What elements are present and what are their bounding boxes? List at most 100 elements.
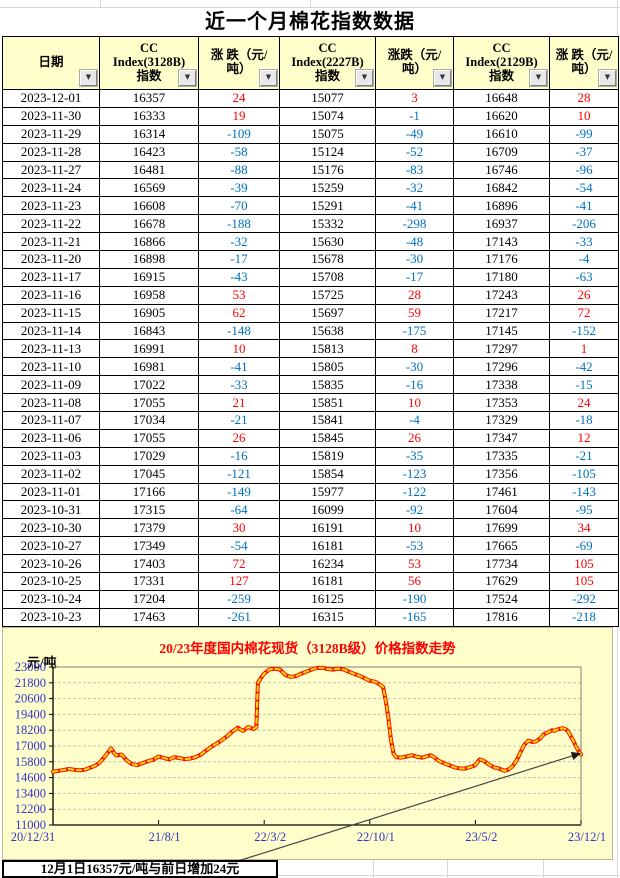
- date-cell[interactable]: 2023-11-17: [2, 267, 100, 287]
- change-cell[interactable]: 105: [549, 554, 619, 574]
- change-cell[interactable]: -92: [375, 500, 454, 520]
- change-cell[interactable]: -1: [375, 106, 454, 126]
- change-cell[interactable]: -190: [375, 589, 454, 609]
- date-cell[interactable]: 2023-11-14: [2, 321, 100, 341]
- change-cell[interactable]: -18: [549, 411, 619, 430]
- change-cell[interactable]: -53: [375, 536, 454, 556]
- change-cell[interactable]: 28: [549, 89, 619, 108]
- change-cell[interactable]: 28: [375, 285, 454, 305]
- change-cell[interactable]: -122: [375, 482, 454, 502]
- index-cell[interactable]: 17166: [99, 482, 199, 502]
- index-cell[interactable]: 17699: [453, 518, 550, 538]
- date-cell[interactable]: 2023-11-24: [2, 178, 100, 198]
- index-cell[interactable]: 16981: [99, 357, 199, 377]
- index-cell[interactable]: 15077: [279, 89, 376, 108]
- change-cell[interactable]: -49: [375, 124, 454, 144]
- index-cell[interactable]: 16678: [99, 214, 199, 234]
- index-cell[interactable]: 17029: [99, 446, 199, 466]
- change-cell[interactable]: -21: [198, 411, 280, 430]
- change-cell[interactable]: 1: [549, 339, 619, 359]
- index-cell[interactable]: 15708: [279, 267, 376, 287]
- date-cell[interactable]: 2023-11-29: [2, 124, 100, 144]
- index-cell[interactable]: 16481: [99, 160, 199, 180]
- index-cell[interactable]: 17034: [99, 411, 199, 430]
- index-cell[interactable]: 17331: [99, 572, 199, 591]
- change-cell[interactable]: -99: [549, 124, 619, 144]
- index-cell[interactable]: 17403: [99, 554, 199, 574]
- date-cell[interactable]: 2023-12-01: [2, 89, 100, 108]
- change-cell[interactable]: -15: [549, 375, 619, 395]
- index-cell[interactable]: 17243: [453, 285, 550, 305]
- index-cell[interactable]: 17329: [453, 411, 550, 430]
- change-cell[interactable]: 53: [375, 554, 454, 574]
- date-cell[interactable]: 2023-10-30: [2, 518, 100, 538]
- date-cell[interactable]: 2023-11-10: [2, 357, 100, 377]
- index-cell[interactable]: 17045: [99, 464, 199, 484]
- change-cell[interactable]: 105: [549, 572, 619, 591]
- index-cell[interactable]: 15977: [279, 482, 376, 502]
- change-cell[interactable]: -58: [198, 142, 280, 162]
- change-cell[interactable]: 10: [375, 393, 454, 413]
- change-cell[interactable]: -165: [375, 607, 454, 627]
- index-cell[interactable]: 15075: [279, 124, 376, 144]
- date-cell[interactable]: 2023-11-16: [2, 285, 100, 305]
- change-cell[interactable]: -21: [549, 446, 619, 466]
- change-cell[interactable]: -17: [198, 250, 280, 269]
- date-cell[interactable]: 2023-11-09: [2, 375, 100, 395]
- change-cell[interactable]: -69: [549, 536, 619, 556]
- date-cell[interactable]: 2023-11-02: [2, 464, 100, 484]
- change-cell[interactable]: -149: [198, 482, 280, 502]
- index-cell[interactable]: 17356: [453, 464, 550, 484]
- date-cell[interactable]: 2023-11-01: [2, 482, 100, 502]
- index-cell[interactable]: 16099: [279, 500, 376, 520]
- index-cell[interactable]: 15835: [279, 375, 376, 395]
- index-cell[interactable]: 16608: [99, 196, 199, 216]
- index-cell[interactable]: 16357: [99, 89, 199, 108]
- index-cell[interactable]: 16191: [279, 518, 376, 538]
- index-cell[interactable]: 17629: [453, 572, 550, 591]
- index-cell[interactable]: 17296: [453, 357, 550, 377]
- index-cell[interactable]: 15805: [279, 357, 376, 377]
- change-cell[interactable]: -54: [198, 536, 280, 556]
- index-cell[interactable]: 17055: [99, 428, 199, 448]
- change-cell[interactable]: 62: [198, 303, 280, 323]
- index-cell[interactable]: 15841: [279, 411, 376, 430]
- index-cell[interactable]: 16905: [99, 303, 199, 323]
- index-cell[interactable]: 17461: [453, 482, 550, 502]
- change-cell[interactable]: -83: [375, 160, 454, 180]
- date-cell[interactable]: 2023-10-25: [2, 572, 100, 591]
- change-cell[interactable]: 30: [198, 518, 280, 538]
- date-cell[interactable]: 2023-11-30: [2, 106, 100, 126]
- index-cell[interactable]: 15819: [279, 446, 376, 466]
- index-cell[interactable]: 15176: [279, 160, 376, 180]
- change-cell[interactable]: -261: [198, 607, 280, 627]
- index-cell[interactable]: 15630: [279, 232, 376, 252]
- index-cell[interactable]: 17338: [453, 375, 550, 395]
- change-cell[interactable]: -41: [198, 357, 280, 377]
- change-cell[interactable]: 127: [198, 572, 280, 591]
- change-cell[interactable]: -4: [549, 250, 619, 269]
- change-cell[interactable]: -30: [375, 250, 454, 269]
- index-cell[interactable]: 17524: [453, 589, 550, 609]
- change-cell[interactable]: -109: [198, 124, 280, 144]
- change-cell[interactable]: 72: [549, 303, 619, 323]
- index-cell[interactable]: 16709: [453, 142, 550, 162]
- index-cell[interactable]: 17145: [453, 321, 550, 341]
- index-cell[interactable]: 15813: [279, 339, 376, 359]
- index-cell[interactable]: 16234: [279, 554, 376, 574]
- change-cell[interactable]: -43: [198, 267, 280, 287]
- change-cell[interactable]: -152: [549, 321, 619, 341]
- filter-dropdown-icon[interactable]: ▼: [179, 70, 196, 86]
- index-cell[interactable]: 16569: [99, 178, 199, 198]
- index-cell[interactable]: 16937: [453, 214, 550, 234]
- change-cell[interactable]: -32: [198, 232, 280, 252]
- filter-dropdown-icon[interactable]: ▼: [530, 70, 547, 86]
- change-cell[interactable]: 53: [198, 285, 280, 305]
- change-cell[interactable]: 26: [375, 428, 454, 448]
- change-cell[interactable]: -121: [198, 464, 280, 484]
- change-cell[interactable]: -64: [198, 500, 280, 520]
- change-cell[interactable]: -39: [198, 178, 280, 198]
- index-cell[interactable]: 17665: [453, 536, 550, 556]
- change-cell[interactable]: -54: [549, 178, 619, 198]
- index-cell[interactable]: 17217: [453, 303, 550, 323]
